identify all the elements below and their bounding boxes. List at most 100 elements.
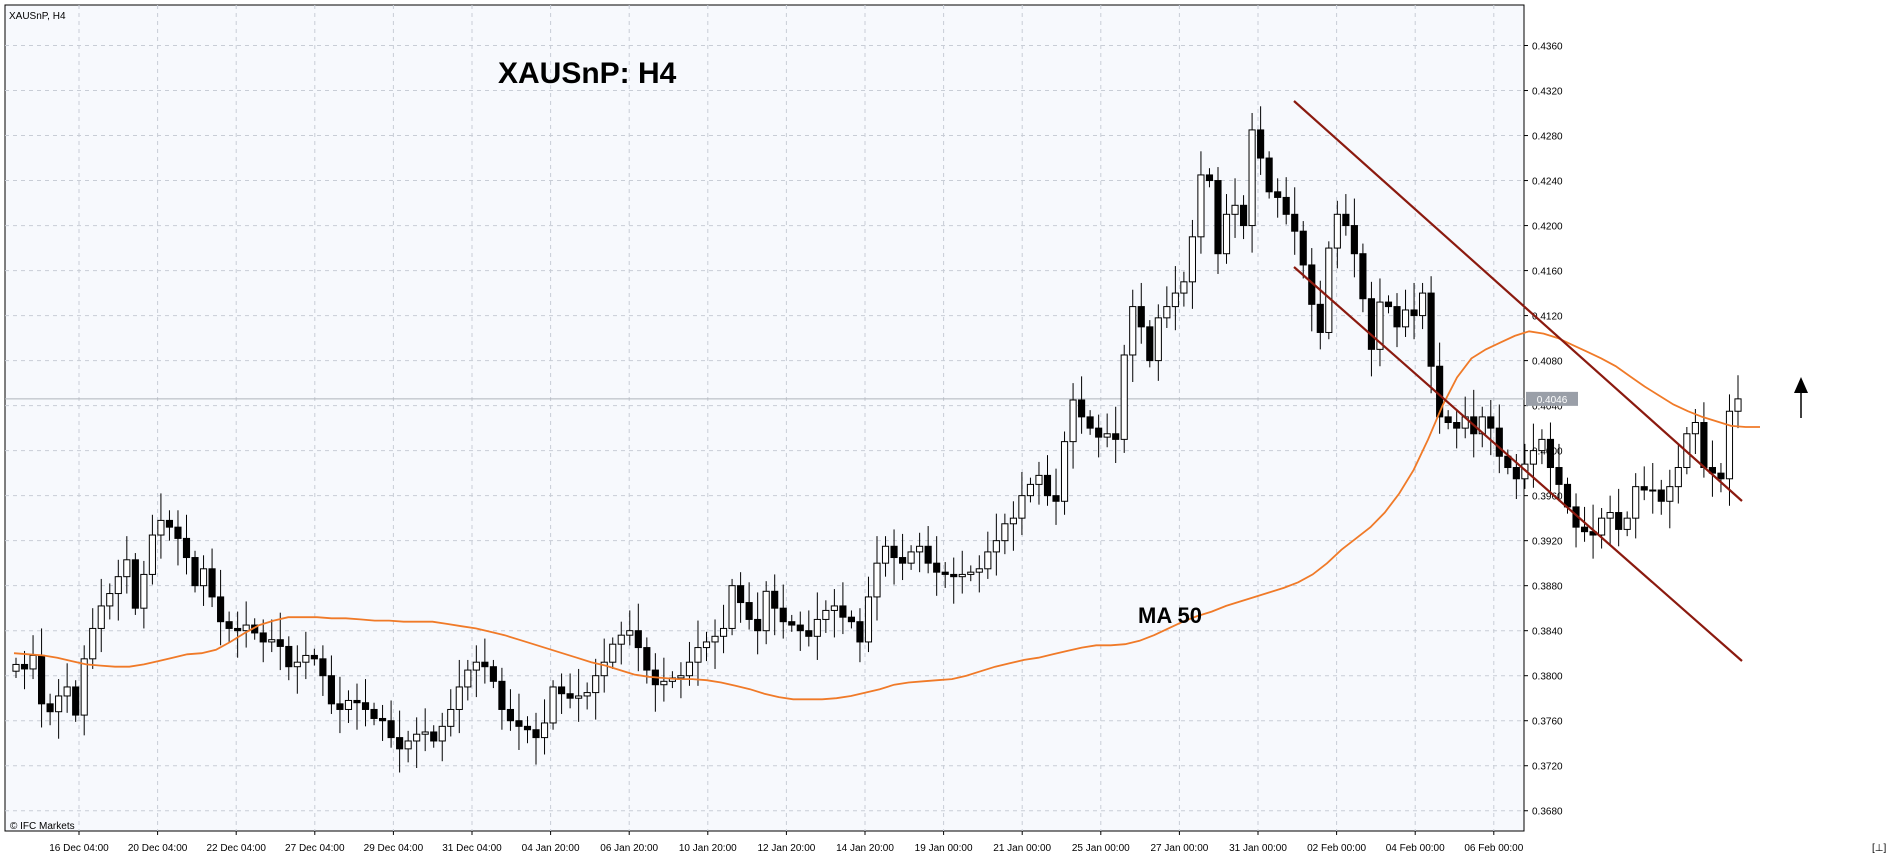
candle-body-down [1316,303,1324,333]
candle-body-down [1410,309,1418,317]
candle [873,536,881,621]
time-axis[interactable]: 16 Dec 04:00 20 Dec 04:00 22 Dec 04:00 27 D… [49,831,1524,854]
candle [549,680,557,730]
x-tick-label: 31 Jan 00:00 [1229,843,1287,854]
candle-body-up [916,545,924,553]
y-tick-label: 0.4160 [1532,267,1563,278]
candle [941,562,949,588]
candle-body-down [771,590,779,609]
price-axis[interactable]: 0.4360 0.4320 0.4280 0.4240 0.4200 0.4160 0.41… [1524,42,1563,818]
candle-body-up [302,654,310,663]
candle [924,526,932,574]
candle-body-down [1640,486,1648,491]
candle-body-down [933,562,941,573]
candle-body-down [839,605,847,618]
candle [302,631,310,680]
candle-body-down [1086,416,1094,429]
x-tick-label: 19 Jan 00:00 [915,843,973,854]
candle-body-up [1018,495,1026,519]
candle-body-up [1180,281,1188,294]
candle-body-up [1419,292,1427,317]
candle-body-up [694,647,702,663]
candle [1444,410,1452,430]
symbol-label: XAUSnP, H4 [9,11,66,22]
channel-upper-line[interactable] [1293,100,1743,502]
candle-body-up [1129,306,1137,356]
up-arrow [1794,377,1808,418]
candle-body-up [1120,354,1128,440]
candle [430,725,438,748]
candle-body-up [583,692,591,697]
candle [762,581,770,645]
candle [916,532,924,573]
candle [1078,376,1086,434]
corner-glyph[interactable]: [⊥] [1872,843,1886,854]
current-price-label: 0.4046 [1537,395,1568,406]
candle-body-up [1376,301,1384,350]
candle [890,529,898,585]
candle [822,600,830,633]
candle [72,680,80,722]
candle-body-down [327,675,335,705]
candle-body-down [890,545,898,559]
candle [847,610,855,629]
candle-body-up [984,551,992,570]
candle [950,557,958,604]
grid-lines [5,5,1524,831]
candle-body-up [413,733,421,742]
candle [677,662,685,699]
candle [268,619,276,653]
candle-body-up [822,609,830,620]
candle [353,683,361,730]
candle-body-up [106,593,114,607]
candle-body-down [1580,526,1589,533]
candle-body-down [1205,174,1214,182]
candle-body-down [754,618,762,632]
candle-body-up [1009,517,1017,525]
candle-body-up [63,686,71,697]
x-tick-label: 20 Dec 04:00 [128,843,188,854]
candle-body-up [1666,486,1674,502]
candle-body-down [1112,433,1120,440]
candle [242,601,250,648]
candle [396,710,404,773]
candle-body-down [387,720,395,739]
candle-body-up [1103,433,1111,438]
descending-channel[interactable] [1293,100,1743,662]
candle-body-up [80,658,88,716]
candle-body-down [1257,129,1265,159]
candle [728,578,736,636]
channel-lower-line[interactable] [1293,266,1743,662]
candle-body-up [660,680,668,686]
candle-body-down [353,699,361,704]
candle-body-down [779,607,787,623]
candle [1674,443,1682,504]
candle-body-down [523,725,532,731]
candle-body-down [634,630,642,649]
candle-body-up [1606,512,1614,519]
current-price-tag-bg [1526,391,1578,406]
candle [12,657,20,678]
candle [489,659,497,689]
candle-body-down [805,630,813,637]
candle [515,693,523,750]
candle [1333,200,1341,269]
candle-body-down [941,571,949,575]
candle-body-down [182,537,191,559]
candle [1615,488,1623,547]
y-tick-label: 0.3920 [1532,537,1563,548]
candle-body-down [856,621,864,643]
candle [438,712,446,762]
y-tick-label: 0.3680 [1532,807,1563,818]
candle-body-down [276,639,284,647]
candle [779,584,787,639]
candle [1623,511,1631,537]
candle-body-down [234,627,242,632]
candle-body-down [1444,416,1452,424]
candle [1265,151,1273,199]
candle-body-up [1222,213,1231,255]
candle [55,679,63,739]
candle [609,637,617,669]
candle [1129,289,1137,382]
